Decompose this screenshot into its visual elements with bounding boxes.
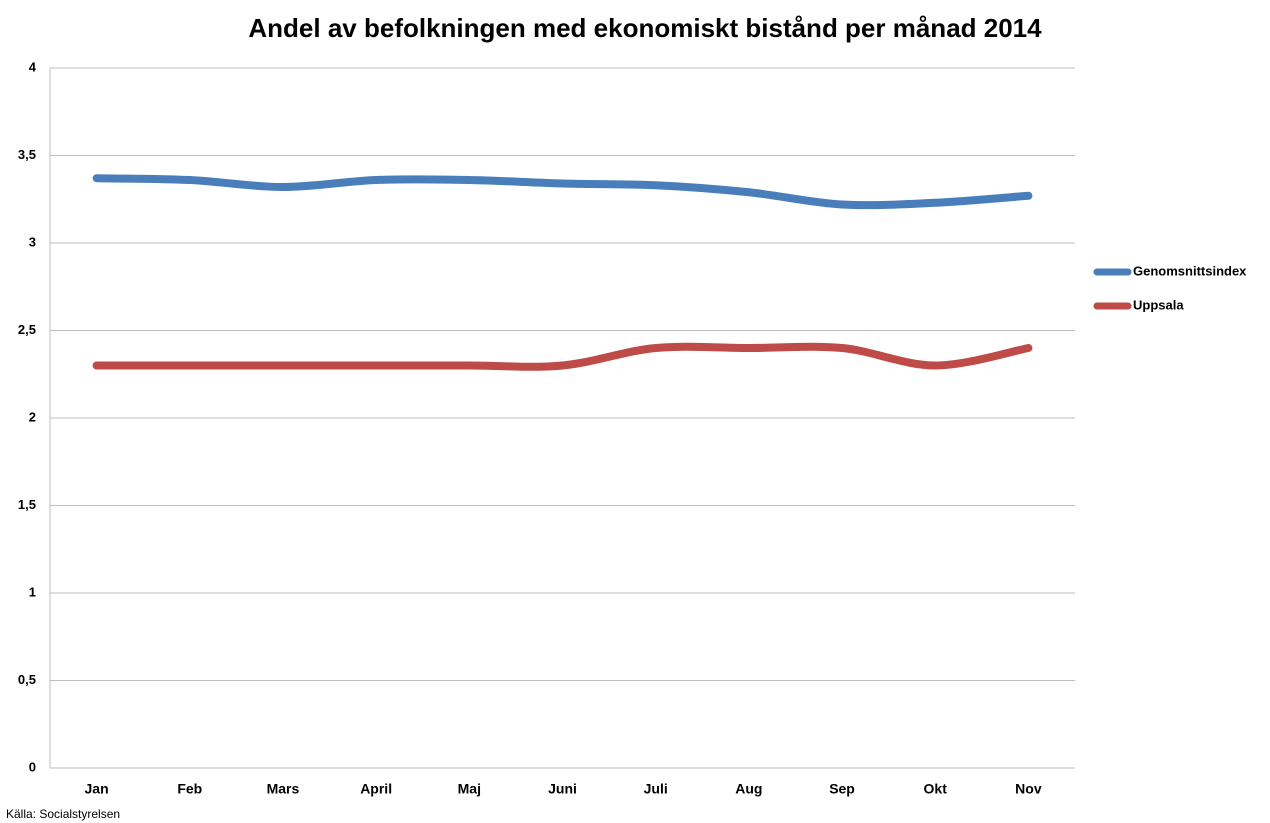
y-tick-label: 3,5 [18,147,36,162]
legend-label: Uppsala [1133,297,1184,312]
x-tick-label: Okt [924,781,948,797]
y-tick-label: 2,5 [18,322,36,337]
y-tick-label: 0,5 [18,672,36,687]
y-tick-label: 1,5 [18,497,36,512]
source: Källa: Socialstyrelsen [6,807,120,821]
x-tick-label: April [360,781,392,797]
y-tick-label: 0 [29,759,36,774]
x-tick-label: Feb [177,781,202,797]
y-tick-label: 3 [29,234,36,249]
y-tick-label: 4 [29,59,37,74]
x-tick-label: Mars [267,781,300,797]
y-tick-label: 2 [29,409,36,424]
x-tick-label: Sep [829,781,855,797]
x-tick-label: Juli [644,781,668,797]
legend-label: Genomsnittsindex [1133,263,1247,278]
x-tick-label: Maj [458,781,481,797]
x-tick-label: Aug [735,781,762,797]
line [92,174,1033,210]
y-tick-label: 1 [29,584,36,599]
x-tick-label: Juni [548,781,577,797]
x-tick-label: Jan [85,781,109,797]
chart-title: Andel av befolkningen med ekonomiskt bis… [248,13,1042,43]
x-tick-label: Nov [1015,781,1042,797]
line [92,342,1033,371]
